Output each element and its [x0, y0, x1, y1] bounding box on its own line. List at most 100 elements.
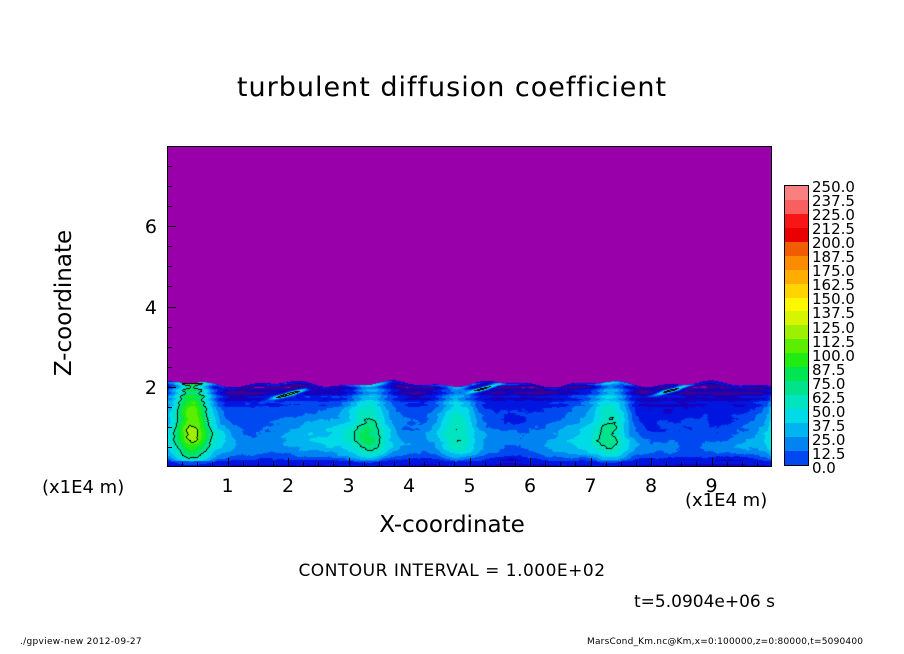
colorbar-tick-label: 25.0	[812, 430, 846, 449]
contour-plot-area	[167, 146, 772, 467]
colorbar-tick-label: 200.0	[812, 234, 855, 253]
colorbar-tick-label: 137.5	[812, 304, 855, 323]
x-tick	[424, 462, 425, 467]
y-tick	[167, 266, 172, 267]
x-tick	[333, 462, 334, 467]
chart-title: turbulent diffusion coefficient	[236, 72, 668, 103]
y-tick	[167, 447, 172, 448]
x-tick-label: 3	[342, 475, 355, 497]
x-tick	[696, 462, 697, 467]
colorbar-swatch	[785, 325, 808, 340]
colorbar-labels: 250.0 237.5 225.0 212.5 200.0 187.5 175.0 162.5…	[812, 178, 872, 476]
colorbar-swatch	[785, 395, 808, 409]
x-tick	[621, 462, 622, 467]
x-tick	[560, 462, 561, 467]
x-tick-label: 2	[281, 475, 295, 497]
colorbar-swatch	[785, 297, 808, 312]
x-tick	[485, 462, 486, 467]
colorbar-swatch	[785, 241, 808, 256]
x-tick	[439, 462, 440, 467]
x-tick	[454, 462, 455, 467]
x-tick	[500, 462, 501, 467]
colorbar-tick-label: 100.0	[812, 346, 855, 365]
colorbar-swatch	[785, 409, 808, 423]
x-tick	[394, 462, 395, 467]
y-axis-unit-label: (x1E4 m)	[42, 477, 125, 498]
timestamp-text: t=5.0904e+06 s	[634, 592, 775, 612]
x-tick	[364, 462, 365, 467]
colorbar-tick-label: 225.0	[812, 206, 855, 225]
contour-interval-text: CONTOUR INTERVAL = 1.000E+02	[298, 561, 606, 581]
colorbar-swatch	[785, 213, 808, 228]
x-tick	[712, 458, 713, 467]
colorbar-swatch	[785, 227, 808, 242]
x-tick-label: 4	[402, 475, 416, 497]
y-tick	[167, 307, 176, 308]
x-axis-title: X-coordinate	[379, 512, 525, 538]
colorbar-tick-label: 75.0	[812, 374, 846, 393]
colorbar-swatch	[785, 283, 808, 298]
x-tick	[228, 458, 229, 467]
colorbar-swatch	[785, 436, 808, 451]
colorbar-swatch	[785, 367, 808, 382]
colorbar-swatch	[785, 199, 808, 214]
x-tick	[258, 462, 259, 467]
colorbar-tick-label: 12.5	[812, 444, 846, 463]
y-tick	[167, 427, 172, 428]
x-tick-label: 5	[463, 475, 476, 497]
x-tick	[651, 458, 652, 467]
x-tick	[591, 458, 592, 467]
x-tick	[530, 458, 531, 467]
y-tick	[167, 347, 172, 348]
x-tick	[666, 462, 667, 467]
y-tick	[167, 206, 172, 207]
x-tick-label: 1	[221, 475, 234, 497]
x-tick-label: 9	[705, 475, 718, 497]
x-tick	[212, 462, 213, 467]
colorbar-tick-label: 62.5	[812, 388, 846, 407]
x-tick	[243, 462, 244, 467]
footer-command-text: ./gpview-new 2012-09-27	[20, 637, 142, 647]
colorbar-tick-label: 0.0	[812, 459, 836, 477]
colorbar-tick-label: 50.0	[812, 402, 846, 421]
x-tick-label: 7	[584, 475, 597, 497]
colorbar-tick-label: 37.5	[812, 416, 846, 435]
x-tick	[303, 462, 304, 467]
x-tick	[470, 458, 471, 467]
colorbar-swatch	[785, 450, 808, 465]
x-axis-unit-label: (x1E4 m)	[685, 490, 768, 511]
y-tick	[167, 286, 172, 287]
contour-field-canvas	[168, 147, 771, 466]
colorbar-swatch	[785, 422, 808, 437]
x-tick	[318, 462, 319, 467]
y-tick-label: 2	[144, 376, 157, 399]
colorbar-tick-label: 212.5	[812, 220, 855, 239]
y-tick	[167, 166, 172, 167]
colorbar-tick-label: 150.0	[812, 290, 855, 309]
colorbar-tick-label: 112.5	[812, 332, 855, 351]
x-tick	[757, 462, 758, 467]
y-tick	[167, 327, 172, 328]
y-tick	[167, 407, 172, 408]
x-tick-label: 8	[644, 475, 658, 497]
colorbar	[784, 185, 809, 466]
y-tick	[167, 186, 172, 187]
colorbar-tick-label: 187.5	[812, 248, 855, 267]
y-tick	[167, 387, 176, 388]
x-tick	[681, 462, 682, 467]
x-tick	[288, 458, 289, 467]
colorbar-tick-label: 125.0	[812, 318, 855, 337]
colorbar-swatch	[785, 186, 808, 200]
x-tick	[575, 462, 576, 467]
y-tick	[167, 226, 176, 227]
colorbar-tick-label: 175.0	[812, 262, 855, 281]
x-tick	[379, 462, 380, 467]
colorbar-tick-label: 87.5	[812, 360, 846, 379]
x-tick	[349, 458, 350, 467]
colorbar-tick-label: 250.0	[812, 178, 855, 196]
colorbar-tick-label: 237.5	[812, 192, 855, 211]
x-tick	[742, 462, 743, 467]
footer-source-text: MarsCond_Km.nc@Km,x=0:100000,z=0:80000,t…	[587, 637, 864, 647]
y-axis-title: Z-coordinate	[51, 229, 77, 377]
y-tick	[167, 367, 172, 368]
